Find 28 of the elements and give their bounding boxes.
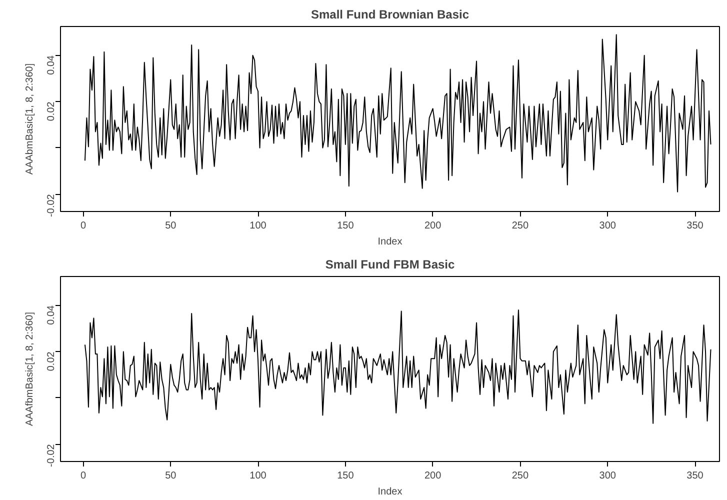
x-tick-label: 200 [424,470,442,482]
x-tick-label: 350 [686,470,704,482]
x-tick-label: 300 [599,470,616,482]
y-tick-label: 0.04 [46,54,57,75]
x-tick-label: 50 [165,220,177,232]
chart-title: Small Fund Brownian Basic [310,8,470,22]
x-tick-label: 100 [250,220,267,232]
y-tick-label: 0.02 [46,351,57,372]
x-axis-title: Index [378,236,402,248]
x-tick-label: 250 [512,470,530,482]
x-tick-label: 350 [686,220,704,232]
x-tick-label: 0 [80,470,86,482]
x-tick-label: 200 [424,220,442,232]
x-tick-label: 100 [250,470,267,482]
y-tick-label: 0.04 [46,304,57,325]
y-tick-label: -0.02 [46,444,57,467]
y-axis-title: AAAfbmBasic[1, 8, 2:360] [24,312,36,426]
x-tick-label: 150 [337,470,354,482]
y-axis-title: AAAbmBasic[1, 8, 2:360] [24,63,36,175]
x-tick-label: 250 [512,220,530,232]
y-tick-label: 0.02 [46,101,57,122]
x-tick-label: 0 [80,220,86,232]
chart-title: Small Fund FBM Basic [325,258,455,272]
y-tick-label: -0.02 [46,194,57,217]
x-tick-label: 150 [337,220,354,232]
x-tick-label: 300 [599,220,616,232]
x-tick-label: 50 [165,470,177,482]
x-axis-title: Index [378,486,402,498]
